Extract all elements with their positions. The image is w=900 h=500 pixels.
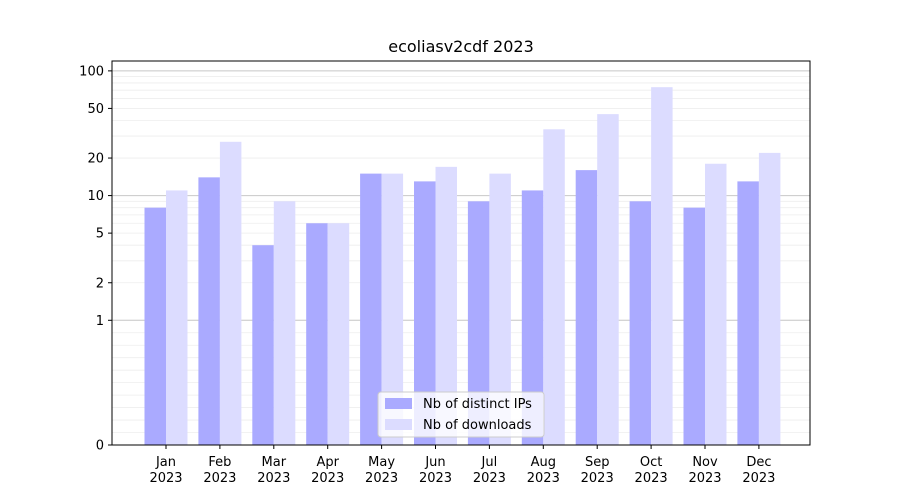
x-tick-label-year: 2023 bbox=[581, 471, 614, 486]
legend-label-downloads: Nb of downloads bbox=[423, 418, 532, 433]
bar-distinct-ips-jun bbox=[414, 181, 436, 445]
x-tick-label-month: Oct bbox=[640, 455, 662, 470]
x-tick-label-month: Jun bbox=[424, 455, 445, 470]
bar-downloads-dec bbox=[758, 152, 781, 445]
x-tick-label-month: Jan bbox=[155, 455, 176, 470]
x-tick-label-year: 2023 bbox=[365, 471, 398, 486]
bar-downloads-jul bbox=[489, 173, 511, 445]
x-tick-label-month: Sep bbox=[585, 455, 610, 470]
bar-distinct-ips-apr bbox=[306, 223, 328, 445]
x-tick-label-year: 2023 bbox=[203, 471, 236, 486]
bar-downloads-jun bbox=[435, 166, 457, 445]
y-tick-label: 100 bbox=[79, 64, 104, 79]
y-tick-label: 1 bbox=[96, 314, 104, 329]
bar-downloads-sep bbox=[597, 114, 619, 445]
bar-distinct-ips-jul bbox=[467, 201, 490, 445]
plot-frame bbox=[111, 60, 811, 446]
y-tick-label: 5 bbox=[96, 227, 104, 242]
x-tick-label-year: 2023 bbox=[311, 471, 344, 486]
legend-swatch-downloads bbox=[385, 419, 412, 430]
legend: Nb of distinct IPs Nb of downloads bbox=[377, 391, 545, 438]
x-tick-label-year: 2023 bbox=[257, 471, 290, 486]
bar-distinct-ips-oct bbox=[629, 201, 652, 445]
bar-downloads-may bbox=[381, 173, 404, 445]
bar-downloads-oct bbox=[651, 87, 673, 445]
bar-distinct-ips-aug bbox=[521, 190, 544, 445]
bar-downloads-nov bbox=[705, 163, 727, 445]
x-tick-label-month: May bbox=[368, 455, 395, 470]
bar-distinct-ips-nov bbox=[683, 207, 705, 445]
bar-downloads-feb bbox=[219, 141, 242, 445]
bars bbox=[144, 87, 781, 446]
bar-distinct-ips-dec bbox=[737, 181, 759, 445]
x-tick-label-month: Aug bbox=[531, 455, 556, 470]
bar-downloads-aug bbox=[543, 129, 565, 446]
bar-downloads-mar bbox=[273, 201, 296, 445]
x-tick-label-month: Feb bbox=[208, 455, 231, 470]
x-tick-label-year: 2023 bbox=[688, 471, 721, 486]
y-tick-label: 20 bbox=[87, 152, 104, 167]
x-tick-label-year: 2023 bbox=[635, 471, 668, 486]
y-tick-label: 50 bbox=[87, 102, 104, 117]
bar-distinct-ips-sep bbox=[575, 170, 598, 445]
bar-distinct-ips-may bbox=[360, 173, 382, 445]
x-tick-label-year: 2023 bbox=[742, 471, 775, 486]
bar-downloads-apr bbox=[327, 223, 350, 445]
bar-downloads-jan bbox=[166, 190, 188, 445]
legend-swatch-distinct-ips bbox=[385, 398, 412, 409]
x-tick-label-month: Apr bbox=[316, 455, 339, 470]
x-tick-label-month: Nov bbox=[692, 455, 718, 470]
axes: Jan2023Feb2023Mar2023Apr2023May2023Jun20… bbox=[79, 64, 775, 486]
bar-distinct-ips-feb bbox=[198, 177, 220, 445]
x-tick-label-year: 2023 bbox=[419, 471, 452, 486]
bar-distinct-ips-jan bbox=[144, 207, 166, 445]
x-tick-label-year: 2023 bbox=[473, 471, 506, 486]
x-tick-label-month: Mar bbox=[262, 455, 287, 470]
x-tick-label-month: Dec bbox=[746, 455, 771, 470]
x-tick-label-year: 2023 bbox=[527, 471, 560, 486]
x-tick-label-month: Jul bbox=[481, 455, 498, 470]
chart-title: ecoliasv2cdf 2023 bbox=[388, 37, 534, 56]
legend-box bbox=[377, 391, 545, 438]
y-tick-label: 0 bbox=[96, 439, 104, 454]
legend-label-distinct-ips: Nb of distinct IPs bbox=[423, 397, 532, 412]
y-tick-label: 10 bbox=[87, 189, 104, 204]
y-tick-label: 2 bbox=[96, 276, 104, 291]
x-tick-label-year: 2023 bbox=[149, 471, 182, 486]
bar-distinct-ips-mar bbox=[252, 245, 274, 445]
